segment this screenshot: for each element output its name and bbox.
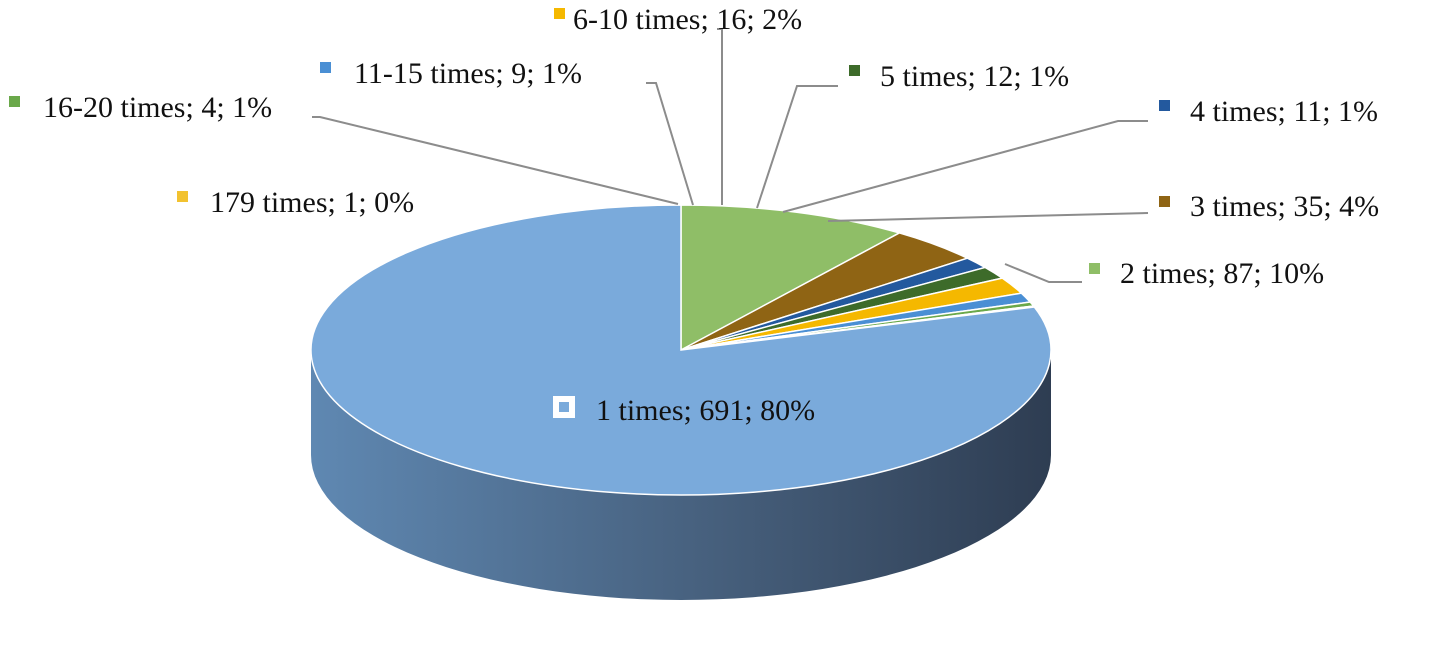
pie-slice-2-times — [680, 204, 902, 352]
leader-line-5-times — [756, 85, 838, 209]
data-label-4-times: 4 times; 11; 1% — [1190, 95, 1378, 128]
pie-side-wall-face — [311, 350, 1051, 600]
data-label-5-times: 5 times; 12; 1% — [880, 60, 1069, 93]
leader-line-11-15-times — [646, 82, 694, 206]
data-label-11-15-times: 11-15 times; 9; 1% — [354, 57, 582, 90]
data-label-1-times: 1 times; 691; 80% — [596, 394, 815, 427]
legend-swatch-2-times — [1089, 263, 1100, 274]
leader-line-16-20-times — [312, 116, 679, 205]
leader-lines — [312, 28, 1149, 283]
data-label-16-20-times: 16-20 times; 4; 1% — [43, 91, 272, 124]
legend-swatch-6-10-times — [554, 8, 565, 19]
data-label-179-times: 179 times; 1; 0% — [210, 186, 414, 219]
legend-swatch-inner — [559, 402, 569, 412]
data-label-6-10-times: 6-10 times; 16; 2% — [573, 3, 802, 36]
legend-swatch-11-15-times — [320, 62, 331, 73]
data-label-3-times: 3 times; 35; 4% — [1190, 190, 1379, 223]
legend-swatch-3-times — [1159, 196, 1170, 207]
legend-swatch-16-20-times — [9, 96, 20, 107]
data-label-2-times: 2 times; 87; 10% — [1120, 257, 1324, 290]
leader-line-2-times — [1004, 263, 1082, 283]
pie-top-face — [310, 204, 1052, 496]
pie-side-wall — [311, 350, 1051, 600]
legend-swatch-179-times — [177, 191, 188, 202]
pie-slice-1-times — [310, 204, 1052, 496]
leader-line-4-times — [782, 120, 1148, 213]
leader-line-3-times — [827, 212, 1149, 222]
leader-line-6-10-times — [717, 28, 723, 205]
legend-swatch-5-times — [849, 65, 860, 76]
slice-labels: 1 times; 691; 80% 2 times; 87; 10% 3 times… — [9, 3, 1379, 427]
legend-swatch-4-times — [1159, 100, 1170, 111]
